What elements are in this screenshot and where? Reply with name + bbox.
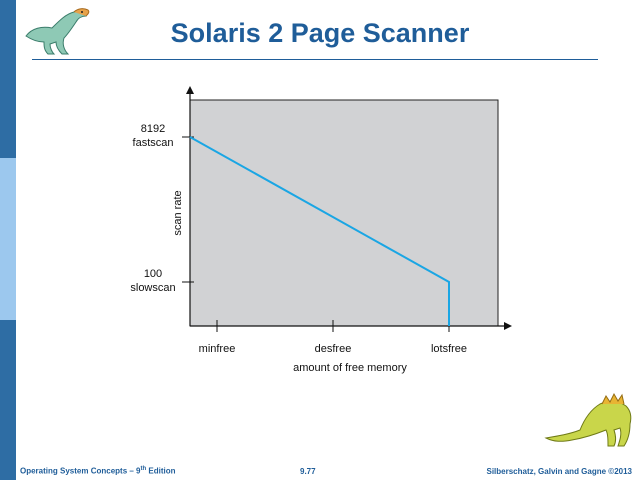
slide-title: Solaris 2 Page Scanner bbox=[170, 18, 470, 48]
y-tick-label-value: 100 bbox=[144, 268, 162, 280]
dinosaur-icon bbox=[25, 8, 90, 55]
footer-book-title: Operating System Concepts – 9th Edition bbox=[20, 466, 176, 476]
x-tick-label: minfree bbox=[199, 343, 236, 355]
plot-area bbox=[189, 99, 499, 327]
footer-page-number: 9.77 bbox=[300, 467, 316, 476]
x-tick-label: lotsfree bbox=[431, 343, 467, 355]
y-tick-label-name: slowscan bbox=[130, 282, 175, 294]
x-axis-arrow bbox=[504, 322, 512, 330]
sidebar-stripe-bottom bbox=[0, 320, 16, 480]
y-tick-label-value: 8192 bbox=[141, 123, 165, 135]
scan-rate-line bbox=[189, 136, 450, 326]
x-tick-label: desfree bbox=[315, 343, 352, 355]
sidebar-stripe-middle bbox=[0, 158, 16, 320]
x-axis-label: amount of free memory bbox=[293, 362, 407, 374]
sidebar-stripe-top bbox=[0, 0, 16, 158]
y-axis-label: scan rate bbox=[172, 190, 184, 235]
title-underline bbox=[32, 59, 598, 60]
footer-authors: Silberschatz, Galvin and Gagne ©2013 bbox=[486, 467, 632, 476]
y-tick-label-name: fastscan bbox=[133, 137, 174, 149]
dinosaur-icon bbox=[544, 392, 632, 447]
y-axis-arrow bbox=[186, 86, 194, 94]
